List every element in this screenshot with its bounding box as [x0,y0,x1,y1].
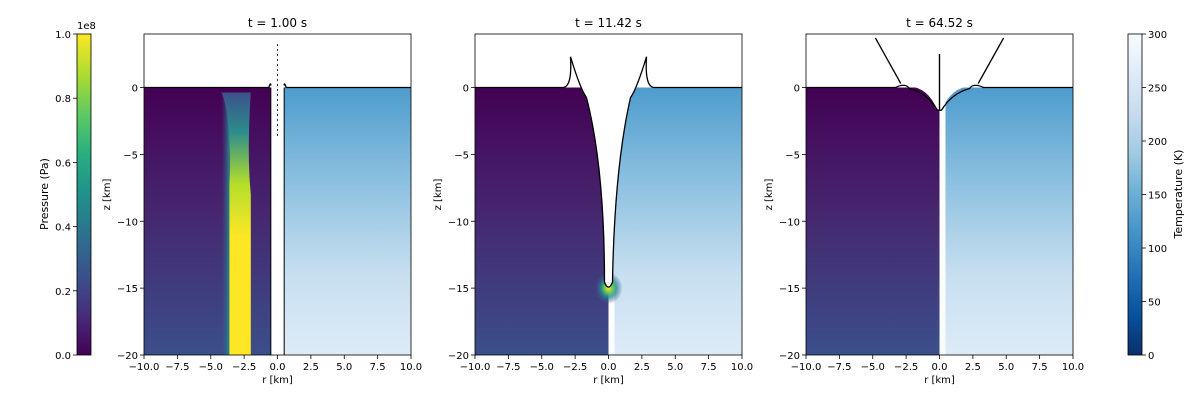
colorbar-tick-label: 0 [1148,351,1154,362]
x-tick-label: −5.0 [199,362,223,373]
pressure-spot [594,272,623,305]
x-tick-label: −10.0 [129,362,160,373]
pressure-colorbar-gradient [76,33,92,356]
x-tick-label: 10.0 [1062,362,1084,373]
temperature-field [277,87,411,355]
x-tick-label: −7.5 [496,362,520,373]
x-tick-label: 0.0 [601,362,617,373]
y-tick-label: −15 [448,284,469,295]
x-tick-label: 5.0 [998,362,1014,373]
y-tick-label: −20 [117,351,138,362]
x-tick-label: 2.5 [965,362,981,373]
x-axis-label: r [km] [924,375,955,386]
temperature-colorbar-gradient [1127,33,1143,356]
x-tick-label: −2.5 [563,362,587,373]
y-tick-label: −20 [779,351,800,362]
colorbar-tick-label: 300 [1148,30,1167,41]
y-tick-label: −10 [779,217,800,228]
pressure-field [144,87,278,355]
hot-column [939,95,946,355]
panel-title: t = 64.52 s [906,16,973,30]
panel-t1: t = 1.00 s −10.0 −7.5 −5.0 −2.5 0.0 2.5 5.0 7.5 1… [102,16,422,386]
y-tick-label: 0 [794,84,800,95]
surface-line [806,84,1073,111]
pressure-front-fringe [221,92,230,355]
pressure-front [221,92,251,355]
surface-line [475,56,742,288]
y-tick-label: −20 [448,351,469,362]
y-tick-label: −10 [117,217,138,228]
x-tick-label: 0.0 [270,362,286,373]
pressure-colorbar: 1e8 Pressure (Pa) 0.0 0.2 0.4 0.6 0.8 1.0 [38,21,96,362]
colorbar-tick-label: 0.6 [55,158,71,169]
x-tick-label: 7.5 [370,362,386,373]
x-tick-label: 10.0 [731,362,753,373]
y-axis-label: z [km] [764,179,775,211]
y-tick-label: −15 [117,284,138,295]
colorbar-tick-label: 0.8 [55,94,71,105]
colorbar-tick-label: 100 [1148,244,1167,255]
x-tick-label: −7.5 [827,362,851,373]
pressure-colorbar-label: Pressure (Pa) [38,158,51,230]
x-axis-label: r [km] [262,375,293,386]
colorbar-tick-label: 0.2 [55,287,71,298]
pressure-field [475,87,609,355]
cavity [570,56,647,288]
pressure-colorbar-ticks: 0.0 0.2 0.4 0.6 0.8 1.0 [55,30,77,362]
x-tick-label: 2.5 [634,362,650,373]
colorbar-tick-label: 1.0 [55,30,71,41]
y-tick-label: −10 [448,217,469,228]
ejecta-curtain-right [977,37,1005,84]
y-tick-label: −5 [454,150,469,161]
colorbar-tick-label: 200 [1148,137,1167,148]
x-tick-label: 2.5 [303,362,319,373]
x-tick-label: −5.0 [861,362,885,373]
y-tick-label: 0 [132,84,138,95]
x-tick-label: 5.0 [336,362,352,373]
colorbar-tick-label: 0.0 [55,351,71,362]
panel-field [806,34,1073,355]
x-tick-label: −10.0 [460,362,491,373]
ejecta-curtain-left [874,37,902,84]
panel-field [144,34,411,355]
x-tick-label: 5.0 [667,362,683,373]
colorbar-tick-label: 0.4 [55,223,71,234]
pressure-field [806,87,940,355]
x-tick-label: 10.0 [400,362,422,373]
panel-title: t = 11.42 s [575,16,642,30]
y-axis-label: z [km] [433,179,444,211]
temperature-field [939,87,1073,355]
hot-column [608,288,615,355]
x-tick-label: 7.5 [701,362,717,373]
cavity [270,83,285,355]
temperature-colorbar-ticks: 0 50 100 150 200 250 300 [1142,30,1167,362]
x-axis-label: r [km] [593,375,624,386]
x-tick-label: 0.0 [932,362,948,373]
colorbar-tick-label: 250 [1148,84,1167,95]
panel-field [475,34,742,355]
panel-t2: t = 11.42 s −10.0 −7.5 −5.0 −2.5 0.0 2.5 5.0 7.5… [433,16,753,386]
surface-line [144,83,411,89]
x-tick-label: −2.5 [232,362,256,373]
y-tick-label: −15 [779,284,800,295]
x-tick-label: 7.5 [1032,362,1048,373]
x-tick-label: −5.0 [530,362,554,373]
x-tick-label: −2.5 [894,362,918,373]
y-tick-label: −5 [123,150,138,161]
temperature-field [608,87,742,355]
panel-title: t = 1.00 s [248,16,307,30]
temperature-colorbar: Temperature (K) 0 50 100 150 200 250 300 [1127,30,1185,362]
y-axis-label: z [km] [102,179,113,211]
colorbar-tick-label: 50 [1148,298,1161,309]
x-tick-label: −7.5 [165,362,189,373]
y-tick-label: −5 [785,150,800,161]
colorbar-tick-label: 150 [1148,191,1167,202]
temperature-colorbar-label: Temperature (K) [1172,150,1185,240]
panel-t3: t = 64.52 s −10.0 −7.5 −5.0 −2.5 0.0 2.5 5.0 7.5… [764,16,1084,386]
x-tick-label: −10.0 [791,362,822,373]
y-tick-label: 0 [463,84,469,95]
pressure-colorbar-exponent: 1e8 [77,21,96,32]
